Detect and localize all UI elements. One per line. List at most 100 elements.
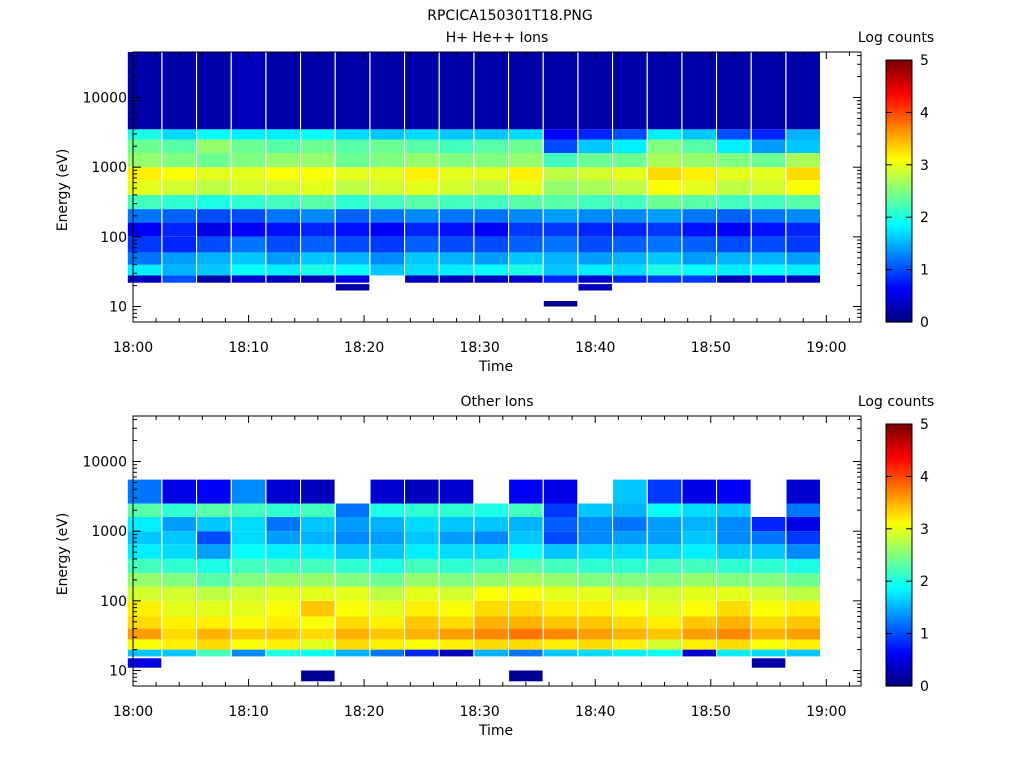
spectrogram-cell: [370, 531, 404, 545]
spectrogram-cell: [266, 252, 300, 265]
spectrogram-cell: [578, 194, 612, 210]
spectrogram-cell: [370, 264, 404, 276]
x-tick-label: 18:20: [344, 340, 384, 356]
spectrogram-cell: [786, 517, 820, 532]
x-tick-label: 18:50: [691, 704, 731, 720]
spectrogram-cell: [717, 628, 751, 640]
spectrogram-cell: [301, 517, 335, 532]
spectrogram-cell: [647, 628, 682, 640]
spectrogram-cell: [613, 517, 647, 532]
spectrogram-cell: [578, 222, 612, 237]
spectrogram-cell: [439, 517, 474, 532]
spectrogram-cell: [439, 531, 474, 545]
spectrogram-cell: [613, 649, 647, 657]
spectrogram-cell: [647, 222, 682, 237]
spectrogram-cell: [509, 153, 543, 168]
spectrogram-cell: [578, 544, 612, 559]
spectrogram-cell: [335, 573, 370, 587]
spectrogram-cell: [509, 503, 543, 517]
spectrogram-cell: [613, 503, 647, 517]
spectrogram-cell: [682, 222, 716, 237]
spectrogram-cell: [439, 544, 474, 559]
spectrogram-cell: [127, 153, 162, 168]
spectrogram-cell: [474, 222, 508, 237]
spectrogram-cell: [335, 167, 370, 181]
spectrogram-cell: [543, 222, 578, 237]
spectrogram-cell: [543, 139, 578, 153]
y-axis-label: Energy (eV): [55, 149, 71, 232]
spectrogram-cell: [335, 180, 370, 195]
spectrogram-cell: [405, 628, 439, 640]
spectrogram-cell: [162, 573, 196, 587]
spectrogram-cell: [301, 153, 335, 168]
spectrogram-cell: [266, 222, 300, 237]
spectrogram-cell: [682, 479, 716, 504]
colorbar-tick-label: 3: [920, 522, 929, 538]
spectrogram-cell: [717, 153, 751, 168]
spectrogram-cell: [647, 129, 682, 140]
spectrogram-cell: [162, 503, 196, 517]
spectrogram-cell: [543, 301, 578, 307]
spectrogram-cell: [266, 586, 300, 601]
spectrogram-cell: [578, 275, 612, 283]
spectrogram-cell: [301, 222, 335, 237]
spectrogram-cell: [439, 236, 474, 253]
spectrogram-cell: [266, 139, 300, 153]
spectrogram-cell: [613, 139, 647, 153]
spectrogram-cell: [162, 153, 196, 168]
spectrogram-cell: [370, 52, 404, 130]
spectrogram-cell: [405, 544, 439, 559]
spectrogram-cell: [266, 628, 300, 640]
spectrogram-cell: [578, 639, 612, 650]
spectrogram-cell: [266, 649, 300, 657]
spectrogram-cell: [682, 544, 716, 559]
spectrogram-cell: [717, 517, 751, 532]
spectrogram-cell: [231, 600, 266, 617]
spectrogram-cell: [578, 129, 612, 140]
spectrogram-cell: [786, 264, 820, 276]
spectrogram-cell: [127, 503, 162, 517]
spectrogram-cell: [682, 573, 716, 587]
spectrogram-cell: [509, 558, 543, 574]
spectrogram-cell: [751, 586, 786, 601]
spectrogram-cell: [405, 194, 439, 210]
spectrogram-cell: [786, 236, 820, 253]
spectrogram-cell: [786, 531, 820, 545]
spectrogram-cell: [370, 616, 404, 629]
colorbar-tick-label: 3: [920, 158, 929, 174]
spectrogram-cell: [335, 284, 370, 291]
spectrogram-cell: [751, 649, 786, 657]
spectrogram-cell: [682, 517, 716, 532]
spectrogram-cell: [647, 600, 682, 617]
spectrogram-cell: [682, 236, 716, 253]
spectrogram-cell: [439, 649, 474, 657]
spectrogram-cell: [127, 600, 162, 617]
spectrogram-cell: [578, 236, 612, 253]
spectrogram-cell: [578, 153, 612, 168]
spectrogram-cell: [266, 236, 300, 253]
spectrogram-cell: [786, 586, 820, 601]
spectrogram-cell: [613, 479, 647, 504]
spectrogram-cell: [509, 628, 543, 640]
spectrogram-cell: [647, 236, 682, 253]
spectrogram-cell: [474, 639, 508, 650]
spectrogram-cell: [301, 600, 335, 617]
spectrogram-cell: [405, 479, 439, 504]
spectrogram-cell: [231, 639, 266, 650]
colorbar-tick-label: 1: [920, 263, 929, 279]
spectrogram-cell: [751, 600, 786, 617]
spectrogram-cell: [751, 209, 786, 223]
spectrogram-cell: [751, 167, 786, 181]
spectrogram-cell: [197, 573, 231, 587]
spectrogram-cell: [335, 209, 370, 223]
spectrogram-cell: [231, 129, 266, 140]
spectrogram-cell: [162, 517, 196, 532]
spectrogram-cell: [439, 479, 474, 504]
spectrogram-cell: [162, 544, 196, 559]
spectrogram-cell: [370, 180, 404, 195]
spectrogram-cell: [439, 252, 474, 265]
x-tick-label: 18:10: [228, 340, 268, 356]
colorbar-tick-label: 5: [920, 53, 929, 69]
spectrogram-cell: [717, 194, 751, 210]
spectrogram-cell: [266, 264, 300, 276]
